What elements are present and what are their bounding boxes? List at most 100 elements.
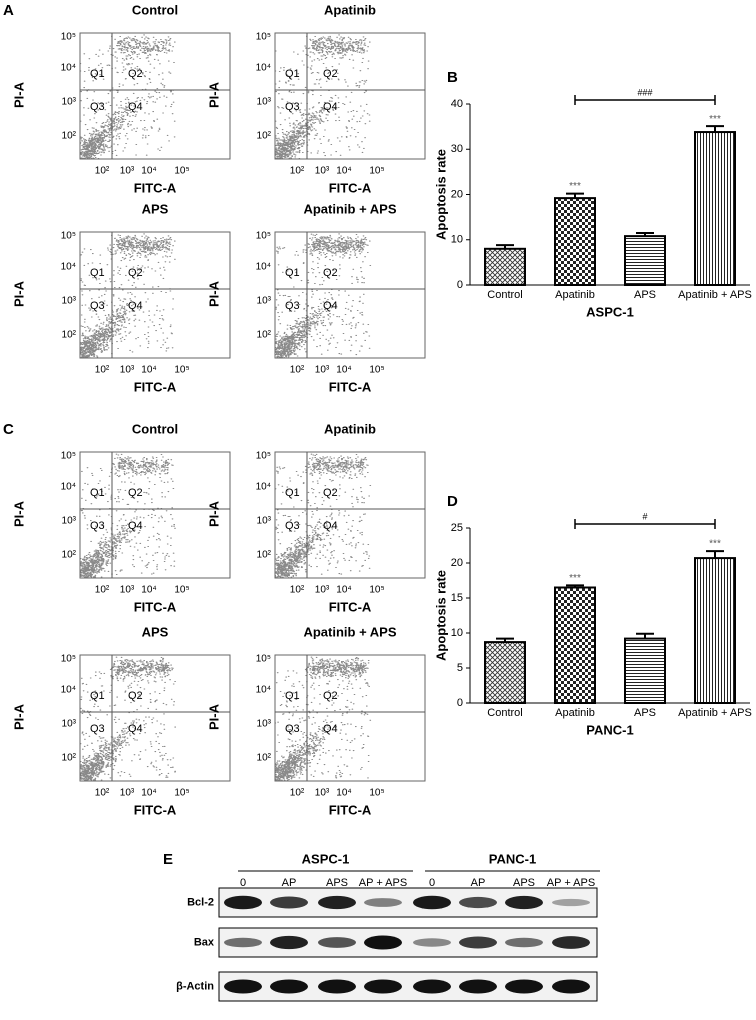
y-tick-label: 10³ [257,296,272,307]
y-tick-label: 10 [451,234,463,246]
y-tick-label: 10³ [257,97,272,108]
x-tick-label: Apatinib [555,289,595,301]
y-tick-label: 10⁴ [61,482,76,493]
plot-frame [79,451,231,579]
x-axis-label: ASPC-1 [586,304,634,319]
y-tick-label: 10² [62,753,77,764]
quadrant-label: Q2 [128,267,143,279]
y-tick-label: 10⁵ [61,654,76,665]
row-label: Bcl-2 [187,896,214,908]
y-tick-label: 10³ [257,719,272,730]
quadrant-label: Q3 [285,300,300,312]
y-tick-label: 10³ [62,719,77,730]
band [459,979,497,994]
band [505,895,543,910]
error-bar [706,125,724,133]
y-tick-label: 10⁴ [61,63,76,74]
error-bar [496,244,514,249]
band [505,937,543,948]
x-tick-label: Apatinib [555,707,595,719]
band [224,895,262,910]
quadrant-label: Q1 [90,267,105,279]
x-tick-label: 10⁴ [141,365,156,376]
x-tick-label: 10² [290,166,305,177]
y-tick-label: 10³ [62,516,77,527]
plot-title: Apatinib [324,2,376,17]
x-tick-label: 10⁵ [369,365,384,376]
x-tick-label: 10² [95,788,110,799]
lane-label: 0 [240,877,246,889]
quadrant-label: Q3 [90,520,105,532]
x-axis-label: FITC-A [329,599,372,614]
group-label: ASPC-1 [302,851,350,866]
event-dots [274,656,372,782]
quadrant-label: Q2 [128,68,143,80]
x-tick-label: 10³ [120,788,135,799]
quadrant-label: Q1 [285,68,300,80]
x-tick-label: 10⁴ [141,166,156,177]
y-tick-label: 10 [451,627,463,639]
plot-title: APS [142,624,169,639]
x-tick-label: 10³ [315,788,330,799]
y-tick-label: 10² [62,550,77,561]
lane-label: AP + APS [547,877,595,889]
y-tick-label: 10² [257,330,272,341]
quadrant-label: Q4 [128,101,143,113]
x-tick-label: 10⁵ [369,585,384,596]
y-tick-label: 10² [257,753,272,764]
y-tick-label: 10⁵ [256,451,271,462]
y-axis-label: PI-A [206,500,221,527]
x-axis-label: FITC-A [329,379,372,394]
x-tick-label: 10⁴ [141,585,156,596]
error-bar [566,584,584,588]
panel-label: A [3,2,14,19]
x-tick-label: 10⁵ [174,585,189,596]
lane-label: AP [471,877,486,889]
x-axis-label: FITC-A [329,180,372,195]
y-axis-label: PI-A [11,280,26,307]
y-tick-label: 10⁴ [61,685,76,696]
quadrant-label: Q3 [90,101,105,113]
x-tick-label: 10² [95,166,110,177]
x-tick-label: 10² [290,585,305,596]
quadrant-label: Q1 [285,487,300,499]
plot-frame [79,32,231,160]
bracket-label: # [642,511,647,521]
panel-label: E [163,851,173,868]
x-tick-label: 10³ [120,166,135,177]
quadrant-label: Q2 [323,690,338,702]
band [505,979,543,994]
quadrant-label: Q2 [323,487,338,499]
quadrant-label: Q1 [90,690,105,702]
y-tick-label: 0 [457,279,463,291]
x-tick-label: 10² [95,365,110,376]
quadrant-label: Q4 [323,520,338,532]
quadrant-label: Q2 [128,487,143,499]
y-axis-label: PI-A [11,81,26,108]
plot-frame [274,654,426,782]
plot-frame [79,231,231,359]
plot-frame [274,32,426,160]
band [413,979,451,994]
error-bar [566,192,584,199]
significance-label: *** [569,573,581,584]
x-tick-label: 10⁵ [369,166,384,177]
x-tick-label: APS [634,707,656,719]
plot-title: Apatinib + APS [303,624,396,639]
quadrant-label: Q3 [285,101,300,113]
x-tick-label: 10³ [315,585,330,596]
significance-label: *** [709,539,721,550]
plot-frame [274,231,426,359]
y-tick-label: 10⁵ [256,231,271,242]
band [459,936,497,949]
y-tick-label: 10³ [257,516,272,527]
y-tick-label: 10⁵ [256,654,271,665]
x-axis-label: FITC-A [134,599,177,614]
error-bar [636,632,654,639]
quadrant-label: Q1 [285,690,300,702]
y-tick-label: 15 [451,592,463,604]
event-dots [274,453,372,579]
y-tick-label: 20 [451,188,463,200]
x-tick-label: Control [487,289,522,301]
